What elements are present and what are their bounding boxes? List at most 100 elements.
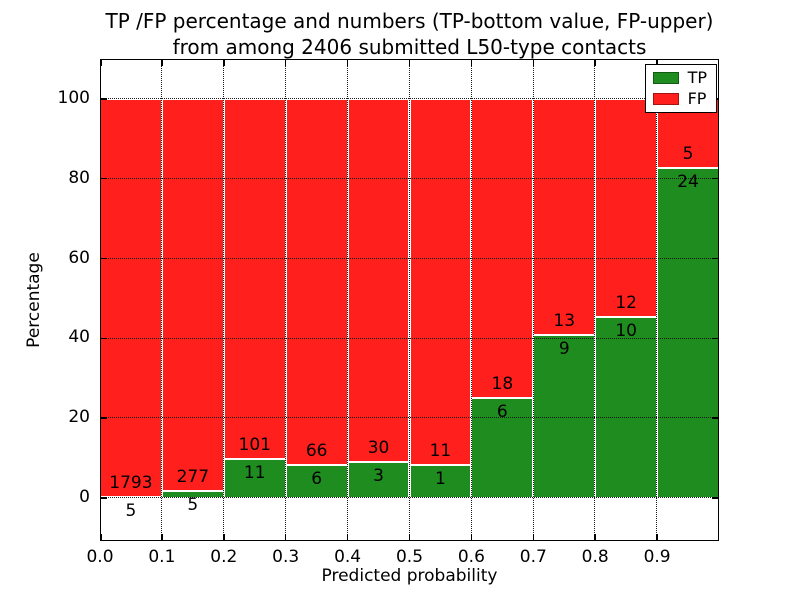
x-tick-mark-top	[717, 60, 719, 66]
fp-count-label: 13	[553, 310, 576, 331]
fp-count-label: 101	[238, 434, 271, 455]
tp-bar-segment	[595, 316, 658, 498]
fp-count-label: 11	[429, 440, 452, 461]
y-tick-mark-left	[101, 177, 107, 180]
x-tick-label: 0.5	[395, 547, 424, 567]
x-axis-label: Predicted probability	[321, 566, 498, 586]
vertical-gridline	[532, 59, 534, 541]
tp-bar-segment	[347, 461, 410, 498]
fp-bar-segment	[285, 98, 348, 465]
y-tick-mark-left	[101, 98, 107, 100]
vertical-gridline	[594, 59, 596, 541]
x-tick-mark-bottom	[717, 534, 719, 540]
legend-row-fp: FP	[652, 89, 707, 108]
legend-label-tp: TP	[687, 68, 707, 87]
tp-count-label: 5	[125, 500, 137, 521]
fp-bar-segment	[533, 98, 596, 335]
chart-title-line-1: TP /FP percentage and numbers (TP-bottom…	[105, 9, 714, 33]
x-tick-mark-bottom	[532, 534, 535, 540]
x-tick-label: 0.9	[643, 547, 671, 567]
x-tick-label: 0.3	[272, 547, 300, 567]
legend-label-fp: FP	[687, 89, 707, 108]
plot-area: TP FP 1793 5 277 5 101 11 66 6 30 3 11 1 18 6 13 9 12 10 5…	[100, 59, 719, 541]
tp-count-label: 1	[435, 468, 446, 489]
x-tick-label: 0.0	[86, 547, 114, 567]
y-tick-label: 100	[57, 87, 90, 108]
x-tick-label: 0.8	[581, 547, 609, 567]
tp-bar-segment	[657, 167, 719, 498]
x-tick-label: 0.6	[457, 547, 485, 567]
tp-color-swatch	[652, 72, 679, 84]
tp-count-label: 6	[496, 402, 508, 423]
fp-count-label: 18	[491, 374, 514, 395]
y-tick-label: 80	[68, 167, 90, 188]
fp-count-label: 30	[367, 437, 390, 458]
x-tick-mark-bottom	[656, 534, 658, 540]
vertical-gridline	[408, 59, 410, 541]
tp-count-label: 5	[187, 494, 199, 515]
tp-bar-segment	[533, 334, 596, 498]
tp-count-label: 11	[243, 462, 266, 483]
fp-bar-segment	[347, 98, 410, 462]
vertical-gridline	[470, 59, 472, 541]
chart-title-line-2: from among 2406 submitted L50-type conta…	[172, 35, 647, 59]
fp-color-swatch	[652, 93, 679, 105]
tp-count-label: 3	[373, 465, 384, 486]
y-tick-mark-right	[712, 257, 718, 260]
y-tick-mark-right	[712, 497, 718, 499]
y-tick-mark-right	[712, 417, 718, 419]
x-tick-label: 0.1	[148, 547, 176, 567]
fp-bar-segment	[223, 98, 286, 459]
y-tick-mark-left	[101, 257, 107, 260]
x-tick-mark-bottom	[284, 534, 287, 540]
tp-count-label: 6	[311, 468, 323, 489]
x-tick-mark-bottom	[161, 534, 163, 540]
tp-count-label: 24	[677, 171, 699, 192]
x-tick-mark-bottom	[408, 534, 411, 540]
x-tick-mark-top	[656, 60, 658, 66]
x-tick-mark-top	[532, 60, 535, 66]
x-tick-mark-top	[346, 60, 349, 66]
x-tick-mark-top	[100, 60, 102, 66]
x-tick-mark-top	[594, 60, 596, 66]
y-tick-mark-right	[712, 177, 718, 180]
fp-count-label: 66	[305, 440, 328, 461]
vertical-gridline	[161, 59, 163, 541]
vertical-gridline	[284, 59, 286, 541]
y-tick-label: 40	[68, 327, 90, 348]
x-tick-mark-bottom	[470, 534, 473, 540]
fp-bar-segment	[595, 98, 658, 317]
x-tick-mark-bottom	[100, 534, 102, 540]
fp-count-label: 12	[615, 292, 637, 313]
x-tick-mark-bottom	[594, 534, 596, 540]
vertical-gridline	[346, 59, 348, 541]
fp-bar-segment	[409, 98, 472, 465]
y-tick-mark-left	[101, 417, 107, 419]
y-tick-label: 0	[79, 486, 90, 507]
x-tick-mark-top	[470, 60, 473, 66]
x-tick-label: 0.4	[334, 547, 362, 567]
x-tick-mark-bottom	[346, 534, 349, 540]
y-tick-mark-right	[712, 337, 718, 340]
tp-bar-segment	[471, 398, 534, 498]
x-tick-mark-top	[408, 60, 411, 66]
x-tick-mark-top	[284, 60, 287, 66]
y-tick-mark-left	[101, 497, 107, 499]
x-tick-mark-top	[161, 60, 163, 66]
y-tick-label: 60	[68, 247, 90, 268]
vertical-gridline	[223, 59, 225, 541]
tp-count-label: 9	[558, 338, 570, 359]
y-tick-mark-left	[101, 337, 107, 340]
fp-count-label: 1793	[109, 472, 153, 493]
fp-bar-segment	[161, 98, 224, 491]
legend-row-tp: TP	[652, 68, 707, 87]
x-tick-mark-top	[223, 60, 225, 66]
fp-bar-segment	[100, 98, 162, 497]
fp-count-label: 277	[176, 466, 210, 487]
x-tick-label: 0.2	[210, 547, 238, 567]
tp-count-label: 10	[615, 320, 637, 341]
vertical-gridline	[656, 59, 658, 541]
x-tick-label: 0.7	[519, 547, 547, 567]
fp-count-label: 5	[682, 143, 694, 164]
